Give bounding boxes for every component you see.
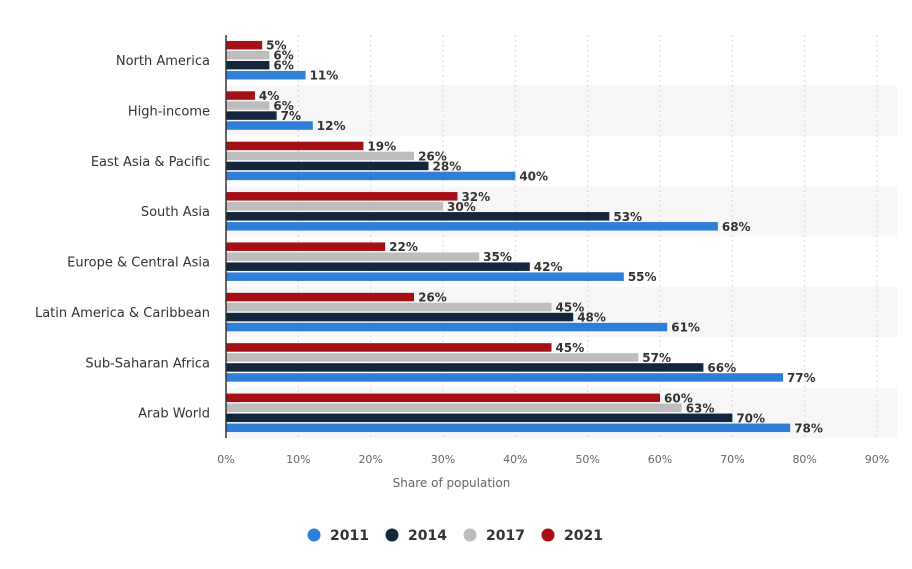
data-label: 45%: [556, 301, 585, 315]
bar-2014: [226, 312, 574, 322]
bar-2011: [226, 423, 791, 433]
bar-2011: [226, 222, 718, 231]
data-label: 6%: [273, 49, 293, 63]
legend-marker-2011: [307, 528, 321, 542]
bar-2011: [226, 70, 306, 80]
legend-marker-2014: [385, 528, 399, 542]
data-label: 6%: [273, 99, 293, 113]
data-label: 66%: [707, 361, 736, 375]
x-tick-label: 0%: [217, 453, 234, 466]
category-band: [226, 85, 897, 136]
data-label: 40%: [519, 169, 548, 183]
data-label: 26%: [418, 149, 447, 163]
data-labels: 5%6%6%11%4%6%7%12%19%26%28%40%32%30%53%6…: [259, 39, 823, 436]
bars: [226, 40, 791, 433]
data-label: 26%: [418, 291, 447, 305]
category-labels: North America High-income East Asia & Paci…: [35, 54, 210, 422]
bar-2021: [226, 242, 386, 251]
x-tick-label: 80%: [792, 453, 816, 466]
data-label: 45%: [556, 341, 585, 355]
bar-2021: [226, 91, 255, 100]
category-label: Europe & Central Asia: [67, 256, 210, 271]
x-tick-label: 50%: [575, 453, 599, 466]
bar-2014: [226, 262, 530, 271]
data-label: 35%: [483, 250, 512, 264]
data-label: 77%: [787, 371, 816, 385]
bar-2011: [226, 171, 516, 181]
bar-2014: [226, 60, 270, 70]
category-label: East Asia & Pacific: [91, 155, 210, 170]
bar-2014: [226, 363, 704, 372]
x-tick-labels: 0% 10% 20% 30% 40% 50% 60% 70% 80% 90%: [217, 453, 889, 466]
legend-marker-2017: [463, 528, 477, 542]
bar-2017: [226, 101, 270, 110]
data-label: 48%: [577, 311, 606, 325]
bar-2014: [226, 212, 610, 221]
bar-2017: [226, 50, 270, 60]
data-label: 57%: [642, 351, 671, 365]
bar-2014: [226, 161, 429, 171]
data-label: 60%: [664, 391, 693, 405]
data-label: 11%: [310, 69, 339, 83]
legend-label-2011[interactable]: 2011: [330, 528, 369, 544]
data-label: 70%: [736, 411, 765, 425]
bar-2021: [226, 343, 552, 352]
bar-2017: [226, 302, 552, 312]
data-label: 28%: [433, 159, 462, 173]
legend-label-2014[interactable]: 2014: [408, 528, 447, 544]
bar-2011: [226, 272, 624, 281]
data-label: 53%: [613, 210, 642, 224]
category-label: Arab World: [138, 407, 210, 422]
x-tick-label: 70%: [720, 453, 744, 466]
bar-2011: [226, 322, 668, 332]
bar-2017: [226, 353, 639, 362]
data-label: 4%: [259, 89, 279, 103]
bar-2017: [226, 151, 415, 161]
bar-2021: [226, 393, 660, 403]
data-label: 55%: [628, 270, 657, 284]
bar-2021: [226, 141, 364, 151]
bar-2017: [226, 252, 480, 261]
x-tick-label: 90%: [865, 453, 889, 466]
x-tick-label: 40%: [503, 453, 527, 466]
bar-2021: [226, 192, 458, 201]
category-label: High-income: [128, 104, 210, 119]
legend-label-2017[interactable]: 2017: [486, 528, 525, 544]
bar-2011: [226, 373, 783, 382]
legend: 2011 2014 2017 2021: [307, 528, 603, 544]
data-label: 6%: [273, 59, 293, 73]
category-label: Sub-Saharan Africa: [85, 356, 210, 371]
category-label: Latin America & Caribbean: [35, 306, 210, 321]
data-label: 63%: [686, 401, 715, 415]
data-label: 78%: [794, 421, 823, 435]
x-axis-title: Share of population: [393, 476, 511, 490]
data-label: 61%: [671, 321, 700, 335]
bar-2017: [226, 403, 682, 413]
data-label: 19%: [367, 139, 396, 153]
bar-2021: [226, 292, 415, 302]
data-label: 30%: [447, 200, 476, 214]
x-tick-label: 10%: [286, 453, 310, 466]
bar-2014: [226, 413, 733, 423]
data-label: 42%: [534, 260, 563, 274]
data-label: 22%: [389, 240, 418, 254]
data-label: 5%: [266, 39, 286, 53]
category-label: North America: [116, 54, 210, 69]
bar-2021: [226, 40, 263, 50]
bar-2017: [226, 202, 443, 211]
legend-label-2021[interactable]: 2021: [564, 528, 603, 544]
data-label: 7%: [281, 109, 301, 123]
data-label: 12%: [317, 119, 346, 133]
legend-marker-2021: [541, 528, 555, 542]
bar-2011: [226, 121, 313, 130]
data-label: 68%: [722, 220, 751, 234]
x-tick-label: 20%: [358, 453, 382, 466]
x-tick-label: 30%: [431, 453, 455, 466]
x-tick-label: 60%: [648, 453, 672, 466]
bar-2014: [226, 111, 277, 120]
data-label: 32%: [461, 190, 490, 204]
category-label: South Asia: [141, 205, 210, 220]
